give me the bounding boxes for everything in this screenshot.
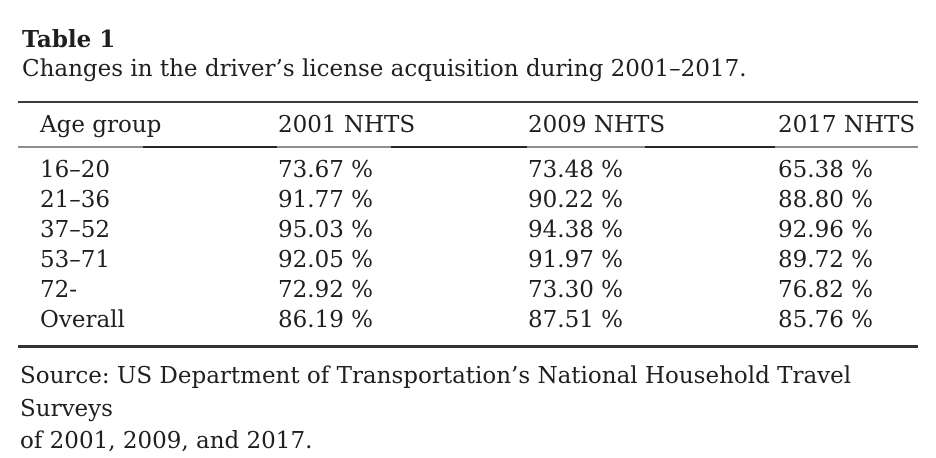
age-group-cell: 72- — [40, 277, 78, 303]
value-cell-2009: 90.22 % — [528, 187, 624, 213]
column-header-2009-nhts: 2009 NHTS — [528, 111, 666, 138]
age-group-cell: 53–71 — [40, 247, 111, 273]
value-cell-2017: 92.96 % — [778, 217, 874, 243]
source-note-line2: of 2001, 2009, and 2017. — [20, 428, 313, 454]
value-cell-2017: 88.80 % — [778, 187, 874, 213]
table-row: 53–71 92.05 % 91.97 % 89.72 % — [18, 245, 918, 275]
value-cell-2001: 86.19 % — [278, 307, 374, 333]
column-header-2017-nhts: 2017 NHTS — [778, 111, 916, 138]
value-cell-2017: 85.76 % — [778, 307, 874, 333]
value-cell-2001: 91.77 % — [278, 187, 374, 213]
age-group-cell: 16–20 — [40, 157, 111, 183]
data-table: Age group 2001 NHTS 2009 NHTS 2017 NHTS … — [18, 101, 918, 348]
value-cell-2001: 72.92 % — [278, 277, 374, 303]
source-note-line1: Source: US Department of Transportation’… — [20, 363, 852, 422]
table-row: 72- 72.92 % 73.30 % 76.82 % — [18, 275, 918, 305]
table-bottom-rule — [18, 345, 918, 348]
table-row: Overall 86.19 % 87.51 % 85.76 % — [18, 305, 918, 335]
value-cell-2017: 89.72 % — [778, 247, 874, 273]
table-label: Table 1 — [22, 26, 116, 53]
value-cell-2001: 95.03 % — [278, 217, 374, 243]
table-row: 16–20 73.67 % 73.48 % 65.38 % — [18, 155, 918, 185]
table-header-row: Age group 2001 NHTS 2009 NHTS 2017 NHTS — [18, 103, 918, 146]
value-cell-2017: 65.38 % — [778, 157, 874, 183]
table-caption: Changes in the driver’s license acquisit… — [22, 56, 747, 82]
table-heading: Table 1 Changes in the driver’s license … — [0, 25, 936, 84]
column-header-age-group: Age group — [40, 111, 162, 138]
column-header-2001-nhts: 2001 NHTS — [278, 111, 416, 138]
source-note: Source: US Department of Transportation’… — [0, 360, 936, 458]
table-top-rule — [18, 101, 918, 103]
table-header-rule — [18, 146, 918, 148]
value-cell-2009: 73.48 % — [528, 157, 624, 183]
age-group-cell: Overall — [40, 307, 125, 333]
value-cell-2017: 76.82 % — [778, 277, 874, 303]
value-cell-2009: 91.97 % — [528, 247, 624, 273]
value-cell-2001: 73.67 % — [278, 157, 374, 183]
value-cell-2001: 92.05 % — [278, 247, 374, 273]
value-cell-2009: 73.30 % — [528, 277, 624, 303]
table-row: 21–36 91.77 % 90.22 % 88.80 % — [18, 185, 918, 215]
value-cell-2009: 87.51 % — [528, 307, 624, 333]
value-cell-2009: 94.38 % — [528, 217, 624, 243]
table-row: 37–52 95.03 % 94.38 % 92.96 % — [18, 215, 918, 245]
age-group-cell: 21–36 — [40, 187, 111, 213]
table-body: 16–20 73.67 % 73.48 % 65.38 % 21–36 91.7… — [18, 148, 918, 345]
age-group-cell: 37–52 — [40, 217, 111, 243]
